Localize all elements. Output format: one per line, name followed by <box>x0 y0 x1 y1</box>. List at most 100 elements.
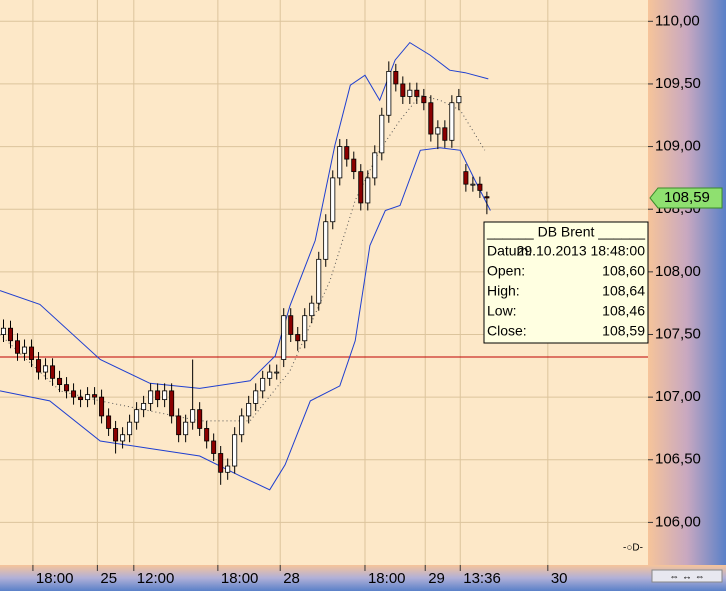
candle-body <box>393 71 399 85</box>
candle-body <box>78 396 84 401</box>
candle-body <box>36 359 42 373</box>
candle-body <box>127 421 133 436</box>
candle-body <box>232 434 238 467</box>
candle-body <box>365 177 371 204</box>
candle-body <box>85 394 91 401</box>
candle-body <box>386 71 392 116</box>
y-tick-label: 106,00 <box>655 513 701 530</box>
y-tick-label: 108,00 <box>655 263 701 280</box>
tooltip-title: ______ DB Brent ______ <box>486 224 645 240</box>
x-tick-label: 13:36 <box>463 570 501 587</box>
candle-body <box>414 89 420 97</box>
tooltip-key: Datum: <box>487 243 532 259</box>
y-tick-label: 106,50 <box>655 451 701 468</box>
candle-body <box>344 146 350 160</box>
tooltip-key: High: <box>487 283 520 299</box>
x-tick-label: 18:00 <box>36 570 74 587</box>
x-tick-label: 18:00 <box>221 570 259 587</box>
candle-body <box>253 390 259 404</box>
last-price-flag <box>649 187 723 209</box>
candle-body <box>267 371 273 379</box>
candle-body <box>197 409 203 429</box>
candle-body <box>8 327 14 342</box>
y-tick-label: 109,50 <box>655 75 701 92</box>
y-tick-label: 107,50 <box>655 325 701 342</box>
tooltip-box <box>483 221 649 344</box>
candle-body <box>15 340 21 354</box>
candle-body <box>225 465 231 473</box>
candle-body <box>113 428 119 442</box>
candle-body <box>484 196 490 199</box>
y-axis-panel <box>648 0 726 565</box>
candle-body <box>442 127 448 141</box>
candle-body <box>449 102 455 141</box>
candle-body <box>407 89 413 97</box>
candle-body <box>183 421 189 436</box>
candle-body <box>470 183 476 186</box>
candle-body <box>358 171 364 204</box>
x-tick-label: 25 <box>100 570 117 587</box>
candle-body <box>302 315 308 342</box>
candle-body <box>281 315 287 360</box>
candle-body <box>50 365 56 379</box>
x-tick-label: 29 <box>428 570 445 587</box>
candle-body <box>435 127 441 135</box>
candle-body <box>421 96 427 104</box>
candle-body <box>337 146 343 179</box>
candle-body <box>120 434 126 442</box>
candle-body <box>323 221 329 260</box>
scroll-buttons[interactable] <box>651 569 723 583</box>
candle-body <box>372 152 378 179</box>
y-tick-label: 110,00 <box>655 12 700 29</box>
candle-body <box>43 365 49 373</box>
candle-body <box>288 315 294 335</box>
candle-body <box>246 402 252 417</box>
band-line <box>0 94 486 422</box>
candle-body <box>204 428 210 442</box>
candle-body <box>316 258 322 304</box>
candle-body <box>22 346 28 354</box>
candle-body <box>211 440 217 454</box>
x-tick-label: 12:00 <box>137 570 175 587</box>
candle-body <box>99 396 105 417</box>
candle-body <box>260 377 266 392</box>
candle-body <box>218 453 224 473</box>
candle-body <box>57 377 63 386</box>
zoom-icon[interactable]: -○D- <box>623 543 643 554</box>
candle-body <box>106 415 112 429</box>
band-line <box>0 41 489 389</box>
candle-body <box>379 114 385 154</box>
candle-body <box>141 402 147 411</box>
y-tick-label: 109,00 <box>655 138 701 155</box>
y-tick-label: 107,00 <box>655 388 701 405</box>
tooltip-key: Open: <box>487 263 525 279</box>
candle-body <box>155 390 161 401</box>
candle-body <box>64 384 70 392</box>
tooltip-key: Close: <box>487 323 527 339</box>
candle-body <box>169 390 175 417</box>
x-tick-label: 18:00 <box>368 570 406 587</box>
tooltip-value: 108,59 <box>602 323 645 339</box>
candle-body <box>162 390 168 401</box>
candle-body <box>463 171 469 185</box>
scroll-arrows[interactable]: ⇔ ↔ ⇔ <box>669 572 705 583</box>
candle-body <box>330 177 336 223</box>
candle-body <box>29 346 35 360</box>
tooltip-value: 108,64 <box>602 283 645 299</box>
candle-body <box>190 409 196 423</box>
candle-body <box>148 390 154 404</box>
x-tick-label: 30 <box>551 570 568 587</box>
tooltip-value: 108,60 <box>602 263 645 279</box>
last-price-label: 108,59 <box>664 189 710 206</box>
candle-body <box>92 394 98 398</box>
candle-body <box>134 409 140 423</box>
candle-body <box>176 415 182 436</box>
tooltip-value: 108,46 <box>602 303 645 319</box>
candle-body <box>309 302 315 317</box>
scroll-icons[interactable]: ⇔ ↔ ⇔ <box>651 569 723 583</box>
band-line <box>0 147 491 491</box>
tooltip-value: 29.10.2013 18:48:00 <box>517 243 646 259</box>
x-tick-label: 28 <box>283 570 300 587</box>
candle-body <box>239 415 245 436</box>
